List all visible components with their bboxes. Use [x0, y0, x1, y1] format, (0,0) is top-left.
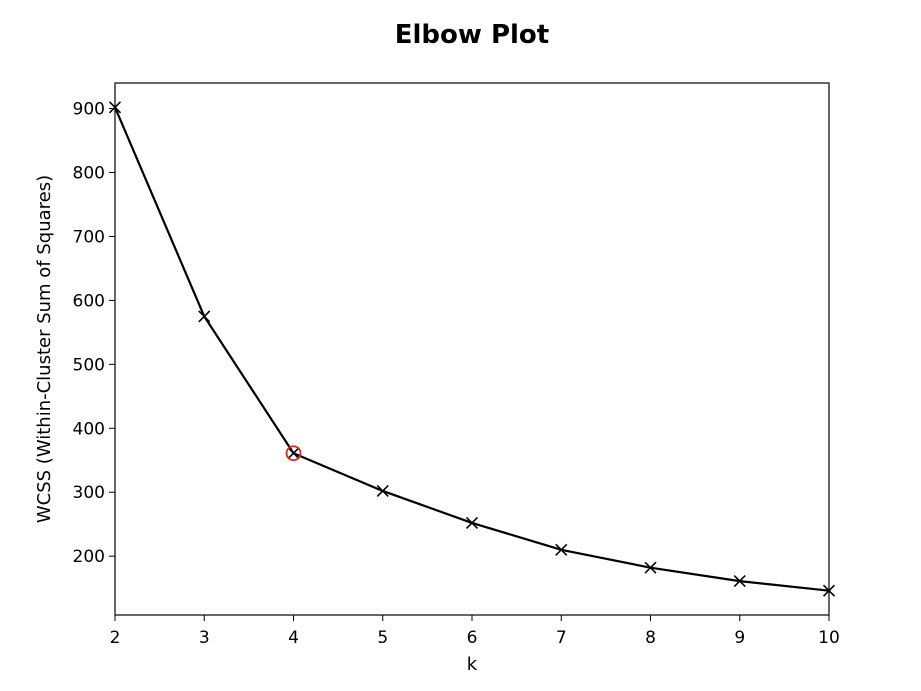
x-tick-label: 10 — [818, 628, 840, 648]
x-tick-label: 4 — [288, 628, 299, 648]
data-point-marker — [465, 516, 479, 529]
y-tick-label: 300 — [73, 483, 105, 503]
data-point-marker — [108, 101, 122, 114]
x-tick-label: 2 — [110, 628, 121, 648]
y-tick-label: 600 — [73, 291, 105, 311]
plot-area: 2 3 4 5 6 7 8 9 10 200 300 400 500 600 700 800 900 — [73, 82, 840, 648]
x-tick-label: 3 — [199, 628, 210, 648]
chart-title: Elbow Plot — [395, 20, 549, 50]
data-point-marker — [287, 447, 300, 460]
data-point-marker — [555, 543, 568, 556]
x-tick-label: 8 — [645, 628, 656, 648]
y-axis-label: WCSS (Within-Cluster Sum of Squares) — [34, 175, 55, 523]
elbow-highlight-marker — [285, 445, 302, 462]
x-tick-label: 7 — [556, 628, 567, 648]
y-tick-label: 500 — [73, 355, 105, 375]
y-tick-label: 400 — [73, 419, 105, 439]
x-tick-label: 6 — [467, 628, 478, 648]
x-tick-label: 9 — [734, 628, 745, 648]
y-tick-label: 900 — [73, 100, 105, 120]
series-line — [113, 106, 830, 592]
x-tick-label: 5 — [377, 628, 388, 648]
data-point-marker — [822, 584, 836, 597]
y-tick-label: 700 — [73, 227, 105, 247]
data-point-marker — [198, 310, 211, 323]
data-point-marker — [376, 484, 389, 498]
x-axis-label: k — [467, 654, 478, 675]
data-point-marker — [733, 575, 746, 588]
data-point-marker — [644, 561, 657, 574]
y-tick-label: 800 — [73, 164, 105, 184]
y-tick-label: 200 — [73, 547, 105, 567]
plot-frame — [114, 82, 830, 616]
